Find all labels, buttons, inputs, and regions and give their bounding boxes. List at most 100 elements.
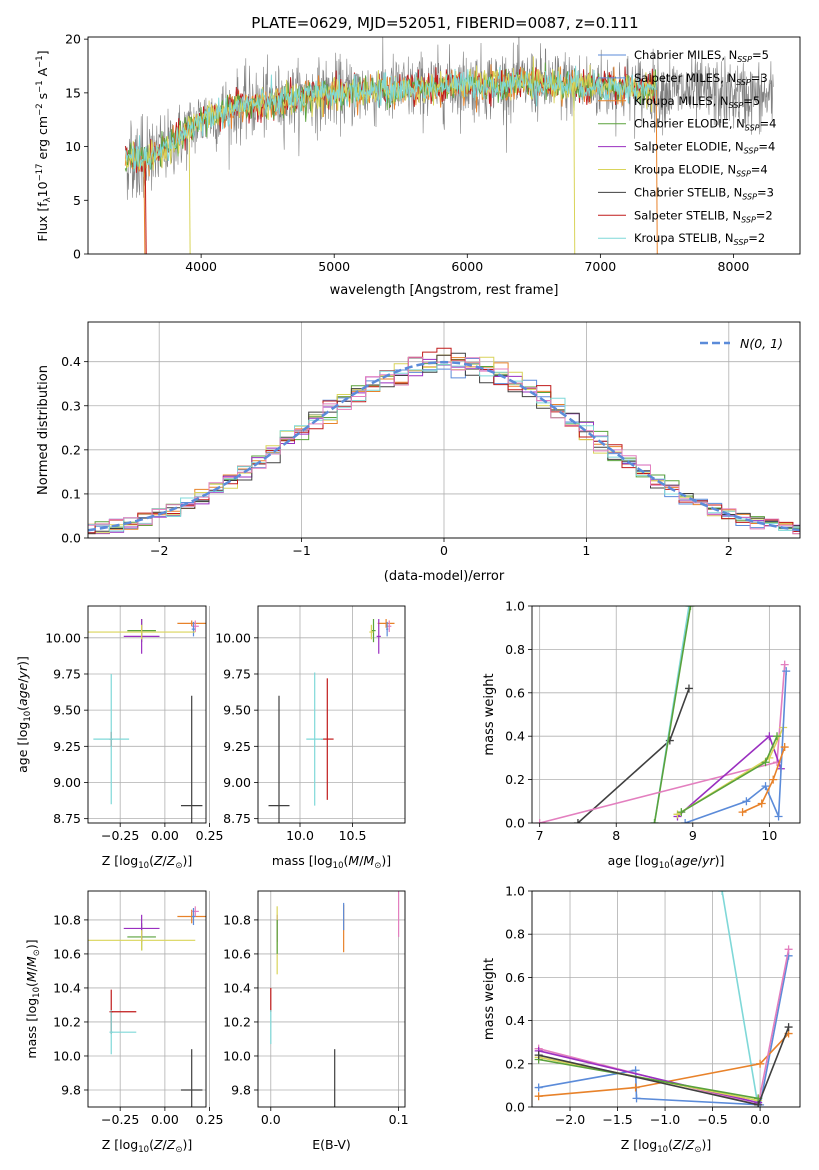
legend-entry: Chabrier ELODIE, NSSP=4 <box>634 117 776 133</box>
weight-marker <box>534 1083 543 1092</box>
x-tick-label: 6000 <box>451 259 483 274</box>
y-tick-label: 10.00 <box>45 630 81 645</box>
y-tick-label: 0.2 <box>61 442 81 457</box>
x-tick-label: 8000 <box>718 259 750 274</box>
errorbar-point <box>268 695 290 823</box>
x-tick-label: 8 <box>612 828 620 843</box>
weight-marker <box>756 1059 765 1068</box>
masked-pixel-dip <box>144 161 147 254</box>
weight-lines <box>535 606 791 823</box>
weight-marker <box>535 819 544 823</box>
x-axis-label: wavelength [Angstrom, rest frame] <box>330 283 559 298</box>
errorbar-points <box>270 891 400 1107</box>
axes-frame-mass_vs_Z <box>87 890 207 1108</box>
y-axis-label: mass [log10(M/M⊙)] <box>24 939 42 1058</box>
y-tick-label: 9.00 <box>223 775 251 790</box>
histogram-salpeter-elodie <box>88 358 800 535</box>
weight-lines <box>534 891 793 1107</box>
weight-marker <box>573 819 582 823</box>
weight-line-salpeter-elodie <box>538 1050 759 1104</box>
weight-marker <box>765 732 774 741</box>
y-tick-label: 9.75 <box>53 666 81 681</box>
weight-marker <box>632 1094 641 1103</box>
histogram-kroupa-elodie <box>88 354 800 535</box>
errorbar-point <box>191 620 199 633</box>
x-tick-label: 0.00 <box>151 1112 179 1127</box>
y-axis-label: Flux [fλ10−17 erg cm−2 s−1 A−1] <box>35 50 53 241</box>
errorbar-point <box>177 620 206 627</box>
histogram-chabrier-elodie <box>88 356 800 534</box>
errorbar-point <box>377 619 395 628</box>
weight-marker <box>686 606 695 610</box>
x-tick-label: 4000 <box>185 259 217 274</box>
weight-marker <box>754 1100 763 1107</box>
weight-marker <box>677 808 686 817</box>
errorbar-point <box>177 909 206 924</box>
y-tick-label: 0.4 <box>61 354 81 369</box>
x-axis-label: (data-model)/error <box>384 569 505 584</box>
y-tick-label: 0 <box>73 247 81 262</box>
weight-marker <box>684 684 693 693</box>
weight-line-kroupa-miles <box>742 746 786 813</box>
weight-marker <box>780 660 789 669</box>
x-tick-label: −2 <box>150 543 168 558</box>
x-axis-label: Z [log10(Z/Z⊙)] <box>102 1137 192 1155</box>
x-axis-label: Z [log10(Z/Z⊙)] <box>621 1137 711 1155</box>
x-tick-label: 10.5 <box>339 828 367 843</box>
errorbar-point <box>88 930 196 951</box>
errorbar-point <box>191 906 199 917</box>
x-tick-label: −0.5 <box>697 1112 727 1127</box>
y-tick-label: 9.25 <box>223 739 251 754</box>
y-tick-label: 0.0 <box>505 1100 525 1115</box>
errorbar-points <box>88 619 206 823</box>
errorbar-point <box>93 673 130 805</box>
y-tick-label: 10.0 <box>223 1048 251 1063</box>
y-tick-label: 10.8 <box>223 912 251 927</box>
y-tick-label: 10.6 <box>223 946 251 961</box>
y-tick-label: 9.75 <box>223 666 251 681</box>
y-tick-label: 0.0 <box>505 816 525 831</box>
x-tick-label: 0.25 <box>196 1112 224 1127</box>
errorbar-point <box>180 1049 203 1107</box>
legend-entry: Kroupa STELIB, NSSP=2 <box>634 231 765 247</box>
errorbar-point <box>191 621 196 637</box>
masked-pixel-dip <box>143 160 146 254</box>
weight-marker <box>681 819 690 823</box>
y-tick-label: 10.4 <box>53 980 81 995</box>
y-axis-label: Normed distribution <box>36 365 51 495</box>
weight-marker <box>784 1023 793 1032</box>
axes-mass_vs_Z: −0.25 0.00 0.25 9.8 10.0 10.2 10.4 10.6 10.8 <box>53 891 223 1127</box>
y-tick-label: 15 <box>65 85 81 100</box>
y-tick-label: 0.2 <box>505 772 525 787</box>
axes-spectrum: 4000 5000 6000 7000 8000 0 5 10 15 20 <box>65 32 749 274</box>
x-tick-label: −1.0 <box>650 1112 680 1127</box>
x-tick-label: 0.0 <box>750 1112 770 1127</box>
errorbar-point <box>369 624 374 640</box>
x-tick-label: 5000 <box>318 259 350 274</box>
spectrum-traces <box>124 37 774 254</box>
y-tick-label: 9.50 <box>223 703 251 718</box>
weight-marker <box>534 1092 543 1101</box>
weight-marker <box>718 891 727 895</box>
weight-marker <box>631 1083 640 1092</box>
legend-entry: Chabrier STELIB, NSSP=3 <box>634 185 774 201</box>
axes-age_vs_Z: −0.25 0.00 0.25 8.75 9.00 9.25 9.50 9.75 10.00 <box>45 606 223 843</box>
y-tick-label: 8.75 <box>223 811 251 826</box>
y-tick-label: 9.00 <box>53 775 81 790</box>
axes-frame-mass_vs_EBV <box>257 890 406 1108</box>
errorbar-points <box>88 906 206 1107</box>
errorbar-point <box>88 624 196 640</box>
x-tick-label: 1 <box>582 543 590 558</box>
y-tick-label: 1.0 <box>505 599 525 614</box>
weight-marker <box>761 782 770 791</box>
weight-marker <box>780 743 789 752</box>
y-tick-label: 10.0 <box>53 1048 81 1063</box>
weight-marker <box>738 808 747 817</box>
x-tick-label: 0 <box>440 543 448 558</box>
y-tick-label: 0.8 <box>505 927 525 942</box>
y-tick-label: 0.4 <box>505 1013 525 1028</box>
normal-curve <box>88 360 800 532</box>
masked-pixel-dip <box>655 90 658 254</box>
x-tick-label: 0.0 <box>261 1112 281 1127</box>
y-tick-label: 0.0 <box>61 531 81 546</box>
